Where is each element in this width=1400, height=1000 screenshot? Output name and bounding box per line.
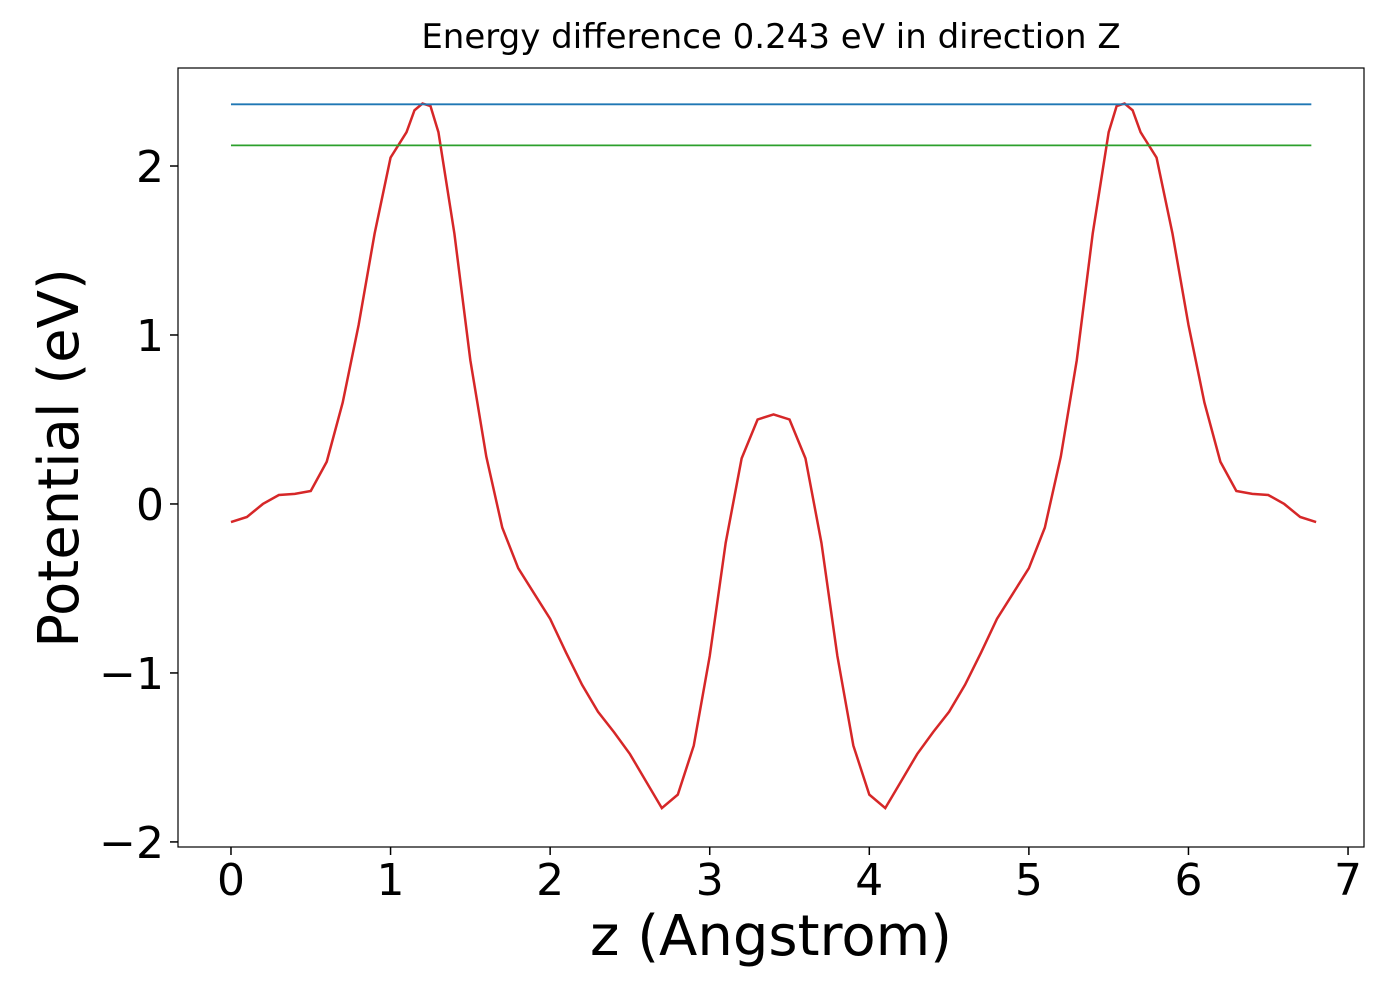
y-tick-label: 2 bbox=[136, 142, 164, 193]
x-tick-label: 0 bbox=[217, 855, 245, 906]
x-tick-label: 6 bbox=[1174, 855, 1202, 906]
y-tick-label: 1 bbox=[136, 311, 164, 362]
y-axis-label: Potential (eV) bbox=[27, 268, 92, 648]
y-tick-label: 0 bbox=[136, 480, 164, 531]
x-tick-label: 3 bbox=[696, 855, 724, 906]
x-tick-label: 7 bbox=[1334, 855, 1362, 906]
x-axis-label: z (Angstrom) bbox=[590, 904, 952, 969]
y-tick-label: −1 bbox=[99, 649, 164, 700]
y-tick-label: −2 bbox=[99, 818, 164, 869]
line-series bbox=[230, 102, 1317, 811]
x-tick-label: 5 bbox=[1015, 855, 1043, 906]
plot-frame bbox=[177, 67, 1365, 848]
x-tick-label: 1 bbox=[377, 855, 405, 906]
chart-title: Energy difference 0.243 eV in direction … bbox=[421, 17, 1120, 57]
x-tick-label: 4 bbox=[855, 855, 883, 906]
x-tick-label: 2 bbox=[536, 855, 564, 906]
